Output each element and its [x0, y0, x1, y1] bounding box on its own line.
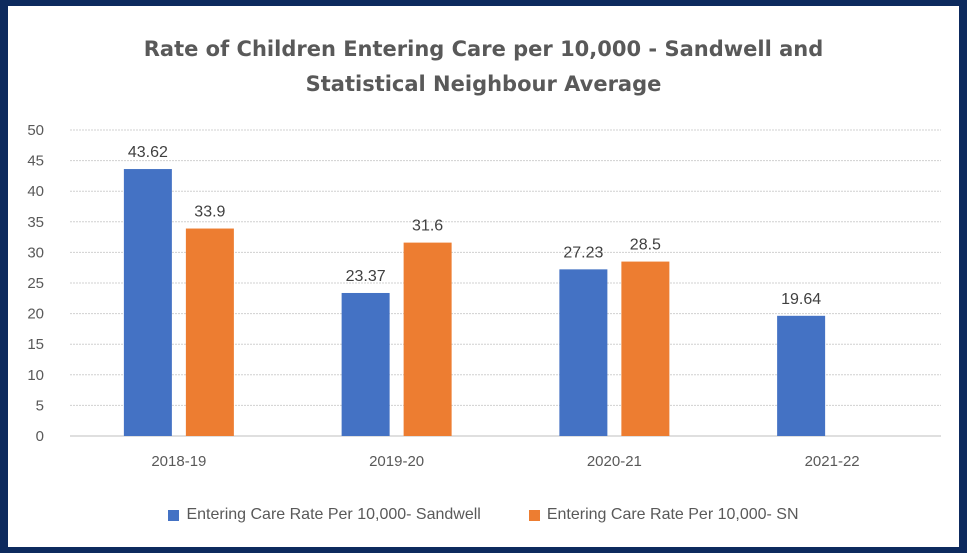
legend-label-sn: Entering Care Rate Per 10,000- SN — [546, 506, 799, 523]
bar-sn-2019-20 — [403, 242, 452, 436]
x-tick-label-2018-19: 2018-19 — [151, 453, 206, 470]
x-tick-label-2019-20: 2019-20 — [369, 453, 424, 470]
bar-sandwell-2021-22 — [777, 315, 826, 436]
data-label-sandwell-2019-20: 23.37 — [346, 268, 386, 285]
y-tick-label-0: 0 — [36, 428, 44, 445]
data-label-sandwell-2020-21: 27.23 — [563, 244, 603, 261]
chart-title: Rate of Children Entering Care per 10,00… — [8, 32, 959, 102]
legend-item-sn: Entering Care Rate Per 10,000- SN — [528, 506, 799, 524]
bar-chart: 0 5 10 15 20 25 30 35 40 45 50 2018-19 43.62 33.9 2019… — [27, 122, 941, 470]
data-label-sn-2018-19: 33.9 — [194, 204, 225, 221]
y-tick-label-25: 25 — [27, 275, 44, 292]
y-tick-label-40: 40 — [27, 183, 44, 200]
y-tick-label-35: 35 — [27, 214, 44, 231]
chart-frame: Rate of Children Entering Care per 10,00… — [8, 6, 959, 547]
bar-sandwell-2020-21 — [559, 269, 608, 436]
y-tick-label-20: 20 — [27, 306, 44, 323]
y-tick-label-50: 50 — [27, 122, 44, 139]
legend-item-sandwell: Entering Care Rate Per 10,000- Sandwell — [168, 506, 481, 524]
bar-sn-2018-19 — [185, 228, 234, 436]
y-tick-label-45: 45 — [27, 153, 44, 170]
legend-swatch-sandwell — [168, 509, 180, 521]
x-tick-label-2020-21: 2020-21 — [587, 453, 642, 470]
y-tick-label-5: 5 — [36, 397, 44, 414]
data-label-sandwell-2021-22: 19.64 — [781, 291, 821, 308]
chart-title-line-2: Statistical Neighbour Average — [305, 72, 662, 96]
x-tick-label-2021-22: 2021-22 — [805, 453, 860, 470]
y-tick-label-30: 30 — [27, 244, 44, 261]
data-label-sandwell-2018-19: 43.62 — [128, 144, 168, 161]
data-label-sn-2019-20: 31.6 — [412, 218, 443, 235]
y-tick-label-15: 15 — [27, 336, 44, 353]
bar-sandwell-2018-19 — [123, 169, 172, 436]
data-label-sn-2020-21: 28.5 — [630, 237, 661, 254]
bar-sandwell-2019-20 — [341, 292, 390, 436]
bar-sn-2020-21 — [621, 261, 670, 436]
legend-label-sandwell: Entering Care Rate Per 10,000- Sandwell — [186, 506, 481, 523]
chart-title-line-1: Rate of Children Entering Care per 10,00… — [143, 37, 824, 61]
legend: Entering Care Rate Per 10,000- Sandwell … — [8, 506, 959, 524]
y-tick-label-10: 10 — [27, 367, 44, 384]
legend-swatch-sn — [528, 509, 540, 521]
